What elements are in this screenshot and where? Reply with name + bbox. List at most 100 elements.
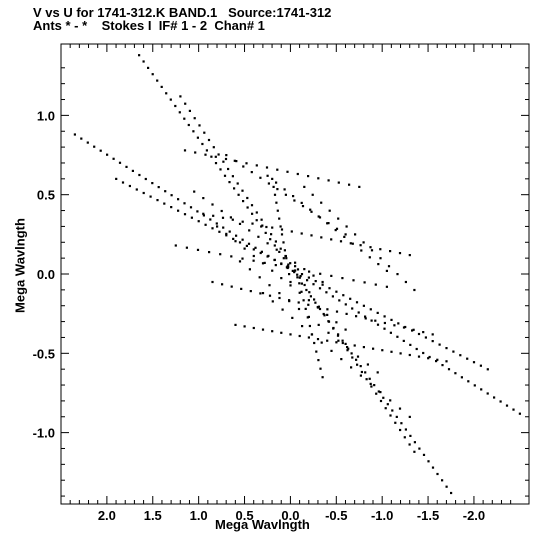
uv-point	[351, 242, 354, 245]
uv-point	[327, 320, 330, 323]
uv-point	[192, 130, 195, 133]
uv-point	[131, 169, 134, 172]
uv-point	[351, 356, 354, 359]
uv-point	[230, 255, 233, 258]
uv-point	[336, 334, 340, 337]
uv-point	[229, 216, 232, 219]
uv-point	[360, 249, 363, 252]
y-tick-label: 0.5	[37, 188, 55, 203]
uv-point	[238, 241, 242, 244]
uv-point	[259, 176, 262, 179]
uv-point	[422, 351, 425, 355]
uv-point	[144, 177, 147, 181]
uv-point	[284, 193, 287, 196]
uv-point	[279, 247, 282, 250]
uv-point	[341, 277, 344, 280]
uv-point	[376, 371, 379, 374]
uv-point	[480, 388, 483, 391]
uv-point	[278, 292, 281, 295]
uv-point	[459, 354, 462, 357]
uv-point	[246, 196, 249, 200]
uv-point	[227, 167, 230, 171]
uv-point	[364, 317, 367, 320]
uv-point	[347, 347, 350, 350]
uv-point	[266, 242, 269, 245]
uv-point	[479, 364, 482, 367]
uv-point	[413, 450, 416, 453]
uv-point	[335, 310, 339, 313]
uv-point	[298, 291, 301, 294]
uv-point	[250, 171, 253, 174]
uv-point	[316, 338, 320, 341]
uv-point	[220, 209, 223, 213]
uv-point	[196, 248, 200, 251]
uv-point	[518, 412, 521, 415]
uv-point	[308, 324, 311, 328]
uv-point	[385, 285, 388, 288]
uv-point	[297, 301, 300, 304]
uv-point	[285, 257, 288, 260]
uv-point	[190, 216, 193, 219]
uv-point	[394, 421, 397, 424]
uv-point	[276, 209, 279, 212]
uv-point	[255, 219, 258, 222]
uv-point	[409, 434, 412, 437]
uv-point	[348, 183, 351, 186]
uv-point	[300, 282, 303, 285]
uv-point	[436, 358, 439, 361]
uv-point	[306, 316, 309, 319]
uv-point	[183, 117, 186, 120]
uv-point	[390, 350, 393, 353]
uv-point	[438, 343, 441, 346]
uv-point	[251, 222, 254, 225]
uv-point	[408, 415, 411, 418]
uv-point	[217, 153, 220, 156]
uv-point	[276, 168, 279, 171]
uv-point	[230, 285, 233, 288]
uv-point	[312, 283, 315, 286]
uv-point	[196, 136, 199, 139]
uv-point	[269, 238, 272, 241]
uv-point	[156, 199, 159, 202]
uv-point	[210, 155, 213, 158]
uv-point	[268, 294, 272, 297]
uv-point	[271, 300, 274, 303]
uv-point	[365, 378, 368, 381]
uv-point	[297, 307, 301, 311]
uv-point	[286, 265, 289, 268]
uv-point	[259, 251, 262, 255]
uv-point	[362, 346, 365, 349]
uv-point	[417, 355, 421, 358]
uv-point	[473, 384, 476, 387]
uv-point	[174, 104, 177, 108]
uv-point	[212, 146, 215, 149]
uv-point	[234, 323, 237, 326]
uv-point	[187, 123, 190, 127]
uv-point	[314, 301, 317, 304]
uv-point	[273, 258, 276, 262]
uv-point	[288, 300, 291, 303]
uv-point	[205, 149, 208, 152]
uv-point	[351, 307, 354, 310]
uv-point	[249, 290, 252, 293]
uv-point	[317, 359, 320, 362]
uv-point	[241, 220, 244, 223]
uv-point	[259, 292, 262, 295]
uv-point	[287, 263, 290, 266]
uv-point	[317, 323, 320, 326]
uv-point	[404, 325, 407, 329]
uv-point	[331, 295, 334, 298]
uv-point	[112, 157, 115, 160]
uv-point	[335, 227, 339, 230]
uv-point	[390, 318, 393, 321]
uv-point	[255, 164, 258, 167]
uv-point	[270, 233, 273, 236]
uv-point	[302, 299, 305, 302]
uv-point	[315, 350, 318, 353]
uv-point	[370, 385, 373, 388]
uv-point	[151, 73, 154, 76]
uv-point	[417, 332, 421, 336]
uv-point	[93, 145, 96, 148]
uv-point	[358, 185, 361, 188]
